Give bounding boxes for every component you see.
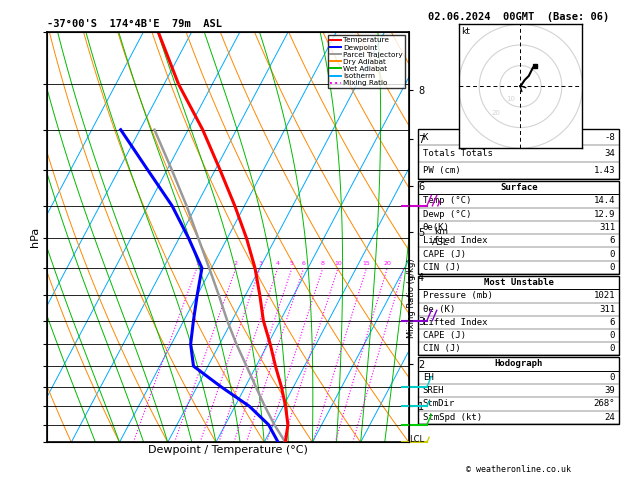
Text: EH: EH [423, 373, 433, 382]
Text: 6: 6 [302, 261, 306, 266]
Text: 0: 0 [610, 263, 615, 272]
Text: 10: 10 [334, 261, 342, 266]
Text: Lifted Index: Lifted Index [423, 236, 487, 245]
Text: StmDir: StmDir [423, 399, 455, 408]
Text: 1.43: 1.43 [594, 166, 615, 175]
Text: 0: 0 [610, 344, 615, 353]
Text: 02.06.2024  00GMT  (Base: 06): 02.06.2024 00GMT (Base: 06) [428, 12, 610, 22]
Text: 1021: 1021 [594, 292, 615, 300]
Text: 10: 10 [506, 96, 515, 102]
Text: Temp (°C): Temp (°C) [423, 196, 471, 206]
Text: 5: 5 [290, 261, 294, 266]
Text: Mixing Ratio (g/kg): Mixing Ratio (g/kg) [408, 259, 416, 338]
Text: 4: 4 [276, 261, 280, 266]
Text: 311: 311 [599, 223, 615, 232]
Text: kt: kt [461, 27, 470, 36]
Text: 14.4: 14.4 [594, 196, 615, 206]
Text: 3: 3 [258, 261, 262, 266]
Text: K: K [423, 133, 428, 141]
Text: -8: -8 [604, 133, 615, 141]
Text: θe (K): θe (K) [423, 305, 455, 313]
Bar [418, 357, 620, 424]
Bar [418, 277, 620, 355]
Text: SREH: SREH [423, 386, 444, 395]
Text: 39: 39 [604, 386, 615, 395]
Text: 6: 6 [610, 318, 615, 327]
Bar [418, 129, 620, 179]
Text: 8: 8 [321, 261, 325, 266]
Text: θe(K): θe(K) [423, 223, 450, 232]
Text: 6: 6 [610, 236, 615, 245]
Text: 34: 34 [604, 149, 615, 158]
Legend: Temperature, Dewpoint, Parcel Trajectory, Dry Adiabat, Wet Adiabat, Isotherm, Mi: Temperature, Dewpoint, Parcel Trajectory… [328, 35, 405, 88]
Text: Lifted Index: Lifted Index [423, 318, 487, 327]
Y-axis label: km
ASL: km ASL [432, 227, 449, 246]
X-axis label: Dewpoint / Temperature (°C): Dewpoint / Temperature (°C) [148, 445, 308, 455]
Text: 1: 1 [195, 261, 199, 266]
Text: Pressure (mb): Pressure (mb) [423, 292, 493, 300]
Text: Totals Totals: Totals Totals [423, 149, 493, 158]
Text: 0: 0 [610, 249, 615, 259]
Text: PW (cm): PW (cm) [423, 166, 460, 175]
Text: © weatheronline.co.uk: © weatheronline.co.uk [467, 465, 571, 474]
Text: CIN (J): CIN (J) [423, 344, 460, 353]
Text: 0: 0 [610, 373, 615, 382]
Text: 0: 0 [610, 331, 615, 340]
Bar [418, 181, 620, 274]
Y-axis label: hPa: hPa [30, 227, 40, 247]
Text: StmSpd (kt): StmSpd (kt) [423, 413, 482, 422]
Text: LCL: LCL [409, 435, 424, 444]
Text: Most Unstable: Most Unstable [484, 278, 554, 287]
Text: CIN (J): CIN (J) [423, 263, 460, 272]
Text: Dewp (°C): Dewp (°C) [423, 210, 471, 219]
Text: 2: 2 [234, 261, 238, 266]
Text: CAPE (J): CAPE (J) [423, 249, 465, 259]
Text: 15: 15 [362, 261, 370, 266]
Text: -37°00'S  174°4B'E  79m  ASL: -37°00'S 174°4B'E 79m ASL [47, 19, 222, 30]
Text: 24: 24 [604, 413, 615, 422]
Text: Hodograph: Hodograph [495, 360, 543, 368]
Text: 268°: 268° [594, 399, 615, 408]
Text: CAPE (J): CAPE (J) [423, 331, 465, 340]
Text: 311: 311 [599, 305, 615, 313]
Text: 20: 20 [492, 110, 501, 116]
Text: Surface: Surface [500, 183, 538, 192]
Text: 12.9: 12.9 [594, 210, 615, 219]
Text: 20: 20 [384, 261, 391, 266]
